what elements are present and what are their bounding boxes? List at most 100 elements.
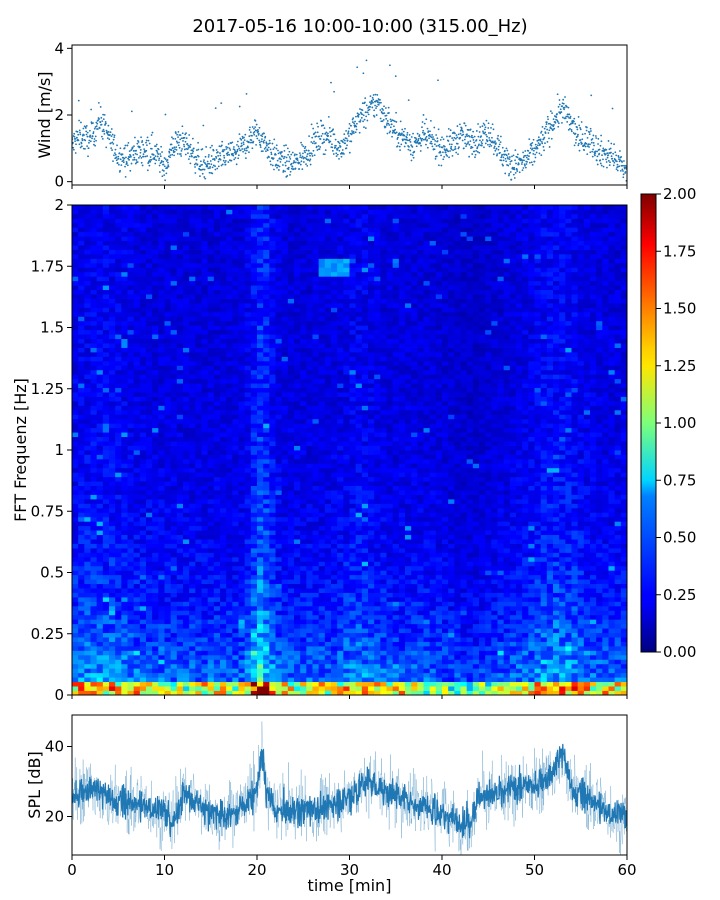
spectrogram-cell [226, 427, 233, 433]
wind-point [265, 142, 268, 145]
spectrogram-cell [176, 454, 184, 460]
spectrogram-cell [127, 262, 135, 268]
wind-point [296, 157, 299, 160]
spectrogram-cell [133, 592, 141, 598]
spectrogram-cell [195, 686, 202, 691]
spectrogram-cell [220, 396, 227, 402]
spectrogram-cell [201, 677, 209, 683]
spectrogram-cell [158, 592, 165, 598]
spectrogram-cell [164, 458, 172, 464]
spectrogram-cell [96, 401, 104, 406]
spectrogram-cell [189, 329, 196, 335]
wind-point [197, 155, 200, 158]
wind-point [436, 137, 439, 140]
spectrogram-cell [213, 213, 221, 219]
wind-point [360, 116, 363, 119]
wind-point [384, 125, 387, 128]
wind-point [313, 154, 316, 157]
wind-point [253, 130, 256, 133]
spectrogram-cell [121, 543, 128, 549]
spectrogram-cell [96, 450, 104, 455]
wind-point [429, 142, 432, 145]
spectrogram-cell [121, 690, 128, 696]
spectrogram-cell [152, 463, 159, 469]
spectrogram-cell [121, 307, 128, 313]
spectrogram-cell [189, 267, 196, 273]
spectrogram-cell [207, 454, 215, 460]
wind-point [557, 120, 559, 123]
spectrogram-cell [90, 534, 98, 540]
spectrogram-cell [109, 365, 116, 371]
spectrogram-cell [139, 552, 147, 558]
spectrogram-cell [158, 240, 165, 246]
spectrogram-cell [183, 227, 190, 233]
spectrogram-cell [115, 427, 122, 433]
wind-point [430, 140, 433, 143]
wind-point [156, 150, 159, 153]
spectrogram-cell [207, 401, 215, 406]
wind-point [171, 147, 174, 150]
wind-point [384, 107, 387, 109]
wind-point [576, 135, 579, 138]
spectrogram-cell [152, 231, 159, 237]
spectrogram-cell [115, 316, 122, 322]
spectrogram-cell [115, 663, 122, 669]
spectrogram-cell [189, 427, 196, 433]
wind-point [132, 159, 134, 161]
spectrogram-cell [152, 423, 159, 429]
spectrogram-cell [226, 254, 233, 259]
spectrogram-cell [102, 632, 110, 638]
wind-point [356, 112, 359, 115]
spectrogram-cell [170, 343, 178, 348]
spectrogram-cell [213, 222, 221, 228]
spectrogram-cell [96, 672, 104, 678]
spectrogram-cell [96, 316, 104, 322]
wind-point [252, 140, 255, 143]
spectrogram-cell [146, 276, 153, 282]
spectrogram-cell [152, 262, 159, 268]
spectrogram-cell [139, 641, 147, 647]
spectrogram-cell [115, 499, 122, 504]
wind-point [618, 158, 620, 161]
spectrogram-cell [195, 271, 202, 277]
spectrogram-cell [102, 409, 110, 415]
spectrogram-cell [102, 583, 110, 589]
spectrogram-cell [195, 262, 202, 268]
wind-point [217, 160, 220, 163]
spectrogram-cell [72, 686, 79, 691]
wind-point [136, 142, 139, 145]
spectrogram-cell [220, 525, 227, 531]
spectrogram-cell [232, 343, 239, 348]
spectrogram-cell [78, 325, 85, 331]
wind-point [538, 138, 541, 141]
spectrogram-cell [152, 592, 159, 598]
spectrogram-cell [139, 245, 147, 250]
wind-point [607, 154, 610, 157]
wind-point [294, 167, 297, 170]
wind-point [550, 137, 553, 140]
spectrogram-cell [146, 476, 153, 482]
wind-point [440, 164, 443, 167]
spectrogram-cell [127, 556, 135, 562]
spectrogram-cell [170, 548, 178, 553]
spectrogram-cell [146, 258, 153, 264]
spectrogram-cell [109, 570, 116, 576]
spectrogram-cell [207, 276, 215, 282]
wind-point [316, 149, 319, 151]
wind-point [514, 149, 517, 152]
spectrogram-cell [170, 356, 178, 362]
spectrogram-cell [115, 472, 122, 478]
spectrogram-cell [220, 570, 227, 576]
spectrogram-cell [213, 405, 221, 411]
spectrogram-cell [220, 614, 227, 620]
spectrogram-cell [84, 303, 91, 308]
spectrogram-cell [78, 240, 85, 246]
spectrogram-cell [139, 565, 147, 571]
spectrogram-cell [170, 494, 178, 500]
spectrogram-cell [109, 369, 116, 375]
wind-point [167, 165, 170, 168]
spectrogram-cell [109, 690, 116, 696]
wind-point [459, 132, 462, 135]
wind-point [109, 134, 111, 136]
spectrogram-cell [109, 245, 116, 250]
